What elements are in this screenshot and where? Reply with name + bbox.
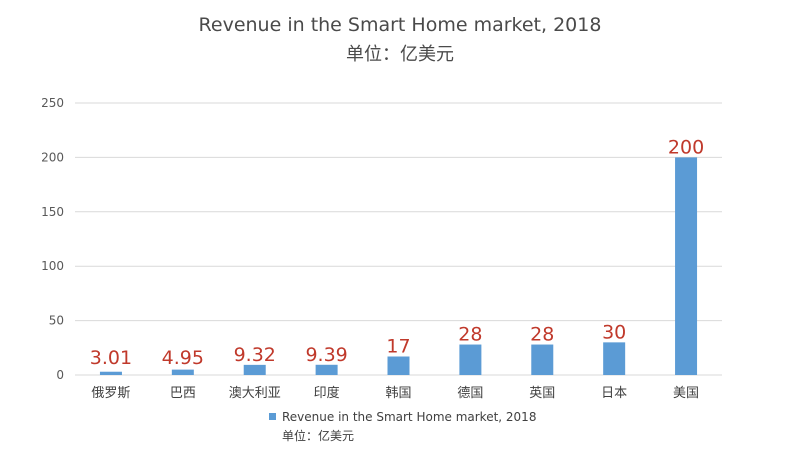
y-tick-label: 250	[41, 96, 64, 110]
x-tick-label: 澳大利亚	[229, 385, 281, 401]
data-label: 17	[386, 336, 410, 358]
y-tick-label: 0	[56, 368, 64, 382]
bar	[675, 157, 698, 375]
x-tick-label: 美国	[673, 386, 699, 401]
bar	[315, 364, 338, 375]
y-tick-label: 200	[41, 150, 64, 164]
data-labels: 3.01 4.95 9.32 9.39 17 28 28 30 200	[90, 136, 704, 369]
bar	[459, 344, 482, 375]
bar	[603, 342, 626, 375]
legend-swatch	[269, 413, 276, 420]
y-tick-label: 50	[49, 314, 64, 328]
legend: Revenue in the Smart Home market, 2018 单…	[269, 410, 536, 443]
bar	[99, 371, 122, 375]
legend-sublabel: 单位：亿美元	[282, 428, 354, 443]
bars	[99, 157, 698, 375]
data-label: 28	[458, 324, 482, 346]
x-tick-label: 英国	[529, 386, 555, 401]
y-tick-label: 150	[41, 205, 64, 219]
x-axis-categories: 俄罗斯 巴西 澳大利亚 印度 韩国 德国 英国 日本 美国	[91, 385, 699, 401]
data-label: 4.95	[162, 347, 204, 369]
data-label: 3.01	[90, 347, 132, 369]
x-tick-label: 印度	[314, 385, 340, 401]
x-tick-label: 俄罗斯	[91, 386, 130, 401]
data-label: 9.32	[234, 344, 276, 366]
bar	[387, 356, 410, 375]
bar	[531, 344, 554, 375]
x-tick-label: 日本	[601, 386, 627, 401]
x-tick-label: 德国	[457, 386, 483, 401]
chart-subtitle: 单位：亿美元	[346, 44, 454, 65]
y-tick-label: 100	[41, 259, 64, 273]
chart-title: Revenue in the Smart Home market, 2018	[198, 14, 602, 36]
x-tick-label: 巴西	[170, 386, 196, 401]
x-tick-label: 韩国	[385, 386, 411, 401]
data-label: 30	[602, 321, 626, 343]
y-axis-ticks: 0 50 100 150 200 250	[41, 96, 64, 382]
bar	[171, 369, 194, 375]
bar	[243, 364, 266, 375]
data-label: 200	[668, 136, 704, 158]
data-label: 28	[530, 324, 554, 346]
data-label: 9.39	[305, 344, 347, 366]
legend-label: Revenue in the Smart Home market, 2018	[282, 410, 536, 424]
